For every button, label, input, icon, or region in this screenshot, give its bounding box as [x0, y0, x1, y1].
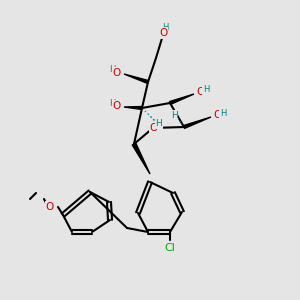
Polygon shape — [124, 106, 142, 110]
Text: H: H — [110, 65, 116, 74]
Text: H: H — [110, 98, 116, 107]
Polygon shape — [124, 74, 148, 83]
Text: H: H — [220, 109, 226, 118]
Text: O: O — [46, 202, 54, 212]
Polygon shape — [132, 143, 150, 174]
Text: Cl: Cl — [165, 243, 176, 253]
Text: H: H — [171, 110, 177, 119]
Polygon shape — [184, 117, 211, 128]
Text: O: O — [159, 28, 167, 38]
Text: O: O — [113, 68, 121, 78]
Text: H: H — [156, 119, 162, 128]
Text: O: O — [150, 123, 158, 133]
Polygon shape — [169, 94, 194, 104]
Text: O: O — [196, 87, 204, 97]
Text: O: O — [113, 101, 121, 111]
Text: O: O — [213, 110, 221, 120]
Text: H: H — [203, 85, 209, 94]
Text: H: H — [162, 22, 168, 32]
